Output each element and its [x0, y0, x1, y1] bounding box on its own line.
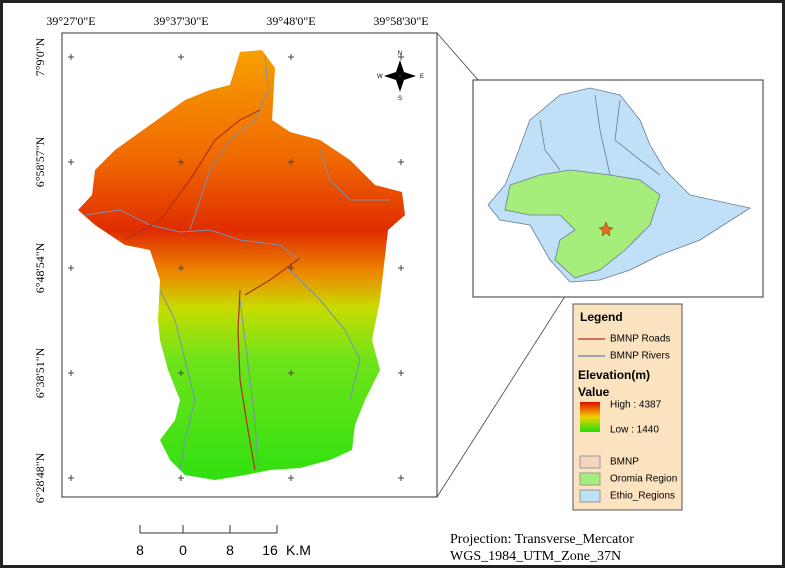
graticule-crosses [68, 54, 404, 481]
north-arrow: N E S W [377, 51, 424, 102]
scale-label: 8 [136, 542, 144, 558]
scale-label: 8 [226, 542, 234, 558]
legend-swatch [579, 455, 601, 469]
scale-label: 16 [262, 542, 278, 558]
legend-subtitle: Elevation(m) [578, 368, 650, 382]
latitude-label: 6°58'57"N [33, 136, 47, 187]
legend-label: High : 4387 [610, 400, 662, 411]
longitude-label: 39°58'30"E [373, 14, 428, 28]
legend-label: BMNP [610, 457, 639, 468]
oromia [504, 169, 661, 279]
region-borders [539, 94, 661, 176]
legend-swatch [579, 489, 601, 503]
latitude-label: 7°9'0"N [33, 37, 47, 76]
projection-text: WGS_1984_UTM_Zone_37N [450, 549, 621, 564]
legend-label: Ethio_Regions [610, 491, 675, 502]
east-label: E [420, 74, 424, 80]
legend-title: Legend [580, 310, 623, 324]
longitude-label: 39°37'30"E [153, 14, 208, 28]
scale-unit: K.M [286, 542, 311, 558]
projection-text: Projection: Transverse_Mercator [450, 532, 634, 547]
legend-elevation-ramp [580, 402, 600, 432]
scale-bar [139, 525, 278, 534]
longitude-label: 39°27'0"E [46, 14, 95, 28]
legend-label: BMNP Roads [610, 334, 670, 345]
latitude-label: 6°38'51"N [33, 347, 47, 398]
elevation-surface [78, 50, 405, 480]
legend-label: Low : 1440 [610, 425, 659, 436]
legend-subtitle: Value [578, 385, 610, 399]
legend-swatch [579, 472, 601, 486]
legend-label: Oromia Region [610, 474, 677, 485]
roads [124, 109, 301, 471]
rivers [84, 54, 390, 471]
longitude-label: 39°48'0"E [266, 14, 315, 28]
west-label: W [377, 74, 383, 80]
latitude-label: 6°28'48"N [33, 452, 47, 503]
bmnp-location [598, 221, 614, 237]
legend-label: BMNP Rivers [610, 351, 670, 362]
latitude-label: 6°48'54"N [33, 242, 47, 293]
scale-label: 0 [179, 542, 187, 558]
north-label: N [398, 51, 402, 57]
south-label: S [398, 96, 402, 102]
